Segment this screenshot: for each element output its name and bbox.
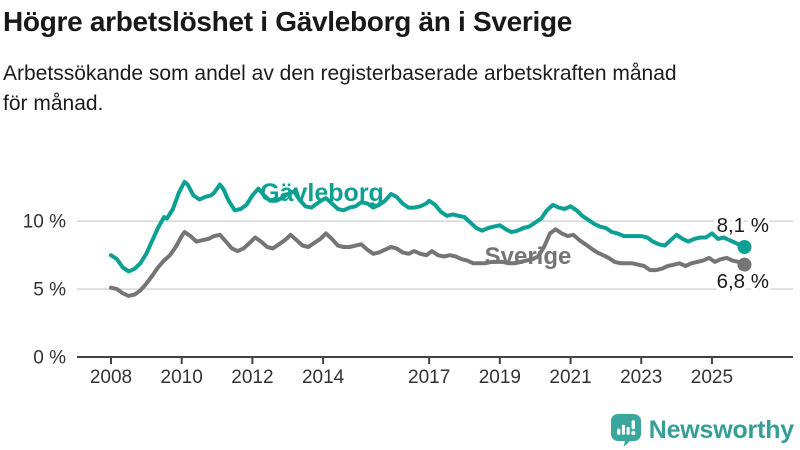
x-tick-label: 2014: [302, 367, 345, 388]
subtitle-line-1: Arbetssökande som andel av den registerb…: [3, 62, 677, 85]
end-value-label: 8,1 %: [717, 214, 769, 237]
sverige-line: [109, 227, 747, 298]
x-tick-label: 2017: [408, 367, 450, 388]
chart-subtitle: Arbetssökande som andel av den registerb…: [3, 59, 797, 119]
x-tick-label: 2025: [691, 367, 733, 388]
x-tick-label: 2012: [231, 367, 273, 388]
page-title: Högre arbetslöshet i Gävleborg än i Sver…: [3, 6, 573, 37]
newsworthy-logo: Newsworthy: [610, 414, 794, 447]
series-label-sverige: Sverige: [485, 243, 572, 270]
series-end-dot: [737, 257, 752, 272]
subtitle-line-2: för månad.: [3, 92, 104, 115]
series-label-gavleborg: Gävleborg: [260, 179, 384, 207]
end-value-label: 6,8 %: [717, 270, 769, 293]
y-tick-label: 0 %: [33, 348, 66, 369]
y-tick-label: 10 %: [23, 212, 66, 233]
x-tick-label: 2023: [620, 367, 662, 388]
speech-bubble-bar-chart-icon: [610, 414, 641, 447]
x-tick-label: 2008: [90, 367, 132, 388]
brand-name: Newsworthy: [648, 416, 794, 444]
x-tick-label: 2021: [549, 367, 591, 388]
x-tick-label: 2010: [161, 367, 203, 388]
series-end-dot: [737, 240, 752, 255]
x-tick-label: 2019: [479, 367, 521, 388]
gavleborg-line: [109, 179, 747, 274]
y-tick-label: 5 %: [33, 280, 66, 301]
chart-header: Högre arbetslöshet i Gävleborg än i Sver…: [0, 0, 797, 119]
